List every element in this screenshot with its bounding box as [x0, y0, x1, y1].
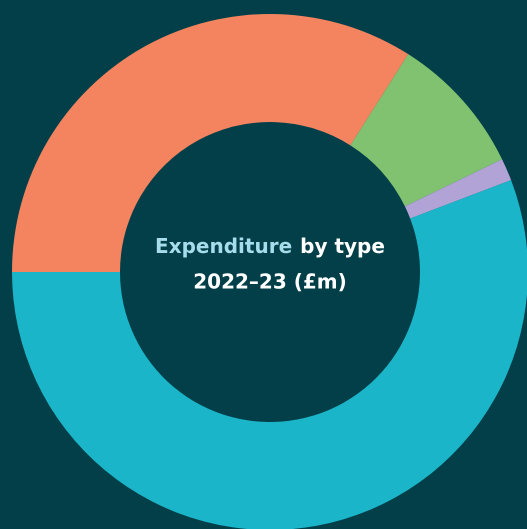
chart-subtitle: 2022–23 (£m): [193, 270, 347, 294]
slice: [12, 14, 409, 273]
slices: [12, 14, 527, 529]
slice: [350, 54, 503, 207]
chart-title: Expenditure by type: [155, 234, 385, 258]
slice: [404, 159, 512, 219]
title-highlight: Expenditure: [155, 234, 292, 258]
slice: [12, 180, 527, 529]
title-rest: by type: [300, 234, 385, 258]
